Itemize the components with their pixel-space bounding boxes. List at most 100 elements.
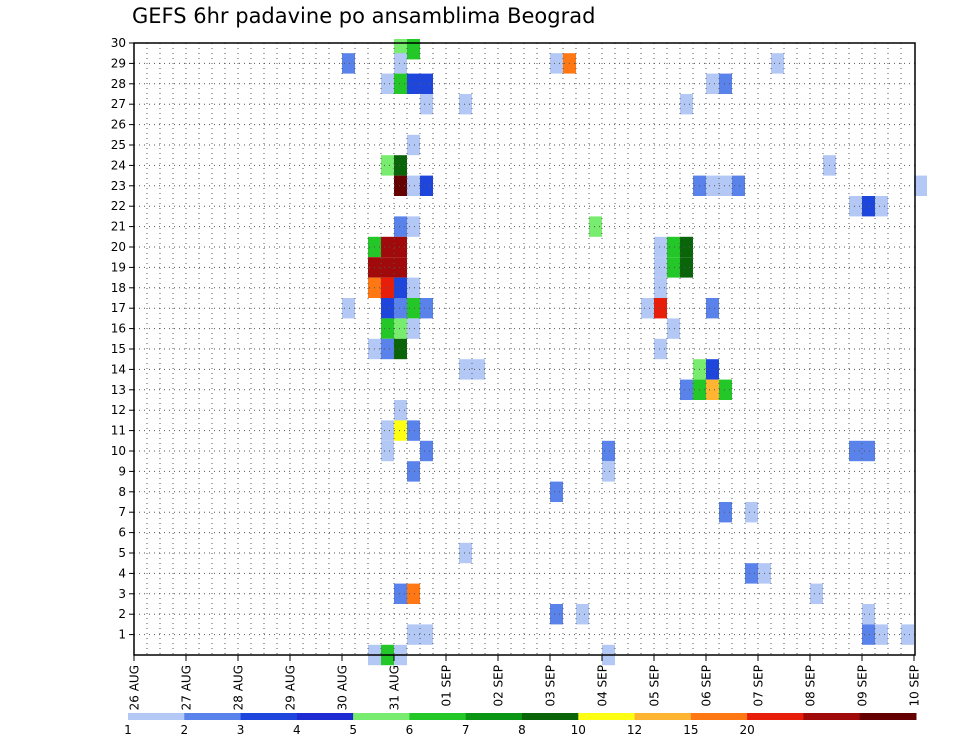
- heatmap-cell: [381, 338, 394, 360]
- heatmap-cell: [394, 53, 407, 74]
- heatmap-cell: [849, 440, 862, 462]
- heatmap-cell: [875, 196, 888, 217]
- y-tick-label: 2: [118, 607, 126, 621]
- heatmap-cell: [459, 542, 472, 564]
- colorbar-swatch: [240, 713, 298, 720]
- y-tick-label: 8: [118, 485, 126, 499]
- heatmap-cell: [654, 338, 667, 360]
- heatmap-cell: [394, 420, 407, 441]
- heatmap-cell: [745, 563, 758, 584]
- x-tick-label: 31 AUG: [388, 665, 402, 710]
- heatmap-cell: [654, 277, 667, 298]
- heatmap-cell: [342, 298, 355, 319]
- colorbar-swatch: [465, 713, 523, 720]
- heatmap-cell: [706, 298, 719, 319]
- heatmap-cell: [381, 155, 394, 176]
- colorbar-label: 20: [740, 723, 755, 737]
- colorbar-swatch: [859, 713, 917, 720]
- x-tick-label: 09 SEP: [856, 665, 870, 707]
- heatmap-cell: [381, 318, 394, 339]
- y-tick-label: 28: [111, 77, 126, 91]
- y-tick-label: 19: [111, 260, 126, 274]
- y-tick-label: 12: [111, 403, 126, 417]
- y-tick-label: 18: [111, 281, 126, 295]
- heatmap-cell: [394, 298, 407, 319]
- heatmap-cell: [667, 318, 680, 339]
- heatmap-cell: [381, 440, 394, 462]
- y-tick-label: 25: [111, 138, 126, 152]
- heatmap-cell: [394, 236, 407, 258]
- y-axis: 1234567891011121314151617181920212223242…: [111, 36, 134, 642]
- y-tick-label: 29: [111, 56, 126, 70]
- heatmap-cell: [680, 236, 693, 258]
- x-tick-label: 02 SEP: [492, 665, 506, 707]
- heatmap-cell: [745, 502, 758, 523]
- heatmap-cell: [654, 298, 667, 319]
- heatmap-cell: [407, 216, 420, 237]
- heatmap-cell: [420, 73, 433, 94]
- heatmap-cell: [550, 481, 563, 502]
- heatmap-cell: [407, 420, 420, 441]
- heatmap-cell: [914, 175, 927, 196]
- colorbar-label: 2: [180, 723, 188, 737]
- heatmap-cell: [602, 440, 615, 462]
- x-tick-label: 26 AUG: [128, 665, 142, 710]
- heatmap-cell: [875, 624, 888, 645]
- heatmap-cell: [810, 583, 823, 604]
- y-tick-label: 15: [111, 342, 126, 356]
- heatmap-cell: [394, 73, 407, 94]
- heatmap-cell: [394, 175, 407, 196]
- legend-colorbar: 1 2 3 4 5 6 7 8 10 12 15 20: [124, 713, 917, 737]
- heatmap-cell: [407, 583, 420, 604]
- heatmap-cell: [407, 298, 420, 319]
- heatmap-cell: [719, 175, 732, 196]
- heatmap-cell: [719, 379, 732, 400]
- heatmap-cell: [381, 73, 394, 94]
- heatmap-cell: [407, 134, 420, 156]
- x-tick-label: 10 SEP: [908, 665, 922, 707]
- heatmap-cell: [407, 318, 420, 339]
- heatmap-cell: [407, 624, 420, 645]
- y-tick-label: 21: [111, 220, 126, 234]
- colorbar-swatch: [128, 713, 185, 720]
- x-tick-label: 30 AUG: [336, 665, 350, 710]
- heatmap-cell: [394, 318, 407, 339]
- heatmap-cell: [381, 236, 394, 258]
- y-tick-label: 17: [111, 301, 126, 315]
- heatmap-cell: [420, 624, 433, 645]
- x-tick-label: 08 SEP: [804, 665, 818, 707]
- heatmap-cell: [394, 216, 407, 237]
- x-tick-label: 04 SEP: [596, 665, 610, 707]
- y-tick-label: 16: [111, 322, 126, 336]
- colorbar-label: 4: [293, 723, 301, 737]
- x-tick-label: 28 AUG: [232, 665, 246, 710]
- colorbar-label: 12: [627, 723, 642, 737]
- heatmap-cell: [862, 196, 875, 217]
- heatmap-cell: [381, 277, 394, 298]
- heatmap-cell: [680, 257, 693, 278]
- y-tick-label: 6: [118, 526, 126, 540]
- heatmap-cell: [667, 236, 680, 258]
- colorbar-label: 5: [349, 723, 357, 737]
- heatmap-cell: [706, 379, 719, 400]
- grid-layer: [134, 42, 915, 655]
- heatmap-cell: [719, 502, 732, 523]
- colorbar-swatch: [634, 713, 692, 720]
- heatmap-cell: [407, 461, 420, 482]
- heatmap-cell: [706, 359, 719, 380]
- heatmap-cell: [407, 175, 420, 196]
- colorbar-swatch: [522, 713, 579, 720]
- x-tick-label: 06 SEP: [700, 665, 714, 707]
- y-tick-label: 5: [118, 546, 126, 560]
- heatmap-cell: [459, 94, 472, 115]
- heatmap-cell: [394, 257, 407, 278]
- x-tick-label: 29 AUG: [284, 665, 298, 710]
- heatmap-cell: [394, 400, 407, 421]
- heatmap-cell: [394, 338, 407, 360]
- heatmap-cell: [680, 94, 693, 115]
- heatmap-cell: [719, 73, 732, 94]
- colorbar-swatch: [690, 713, 748, 720]
- y-tick-label: 4: [118, 566, 126, 580]
- y-tick-label: 26: [111, 118, 126, 132]
